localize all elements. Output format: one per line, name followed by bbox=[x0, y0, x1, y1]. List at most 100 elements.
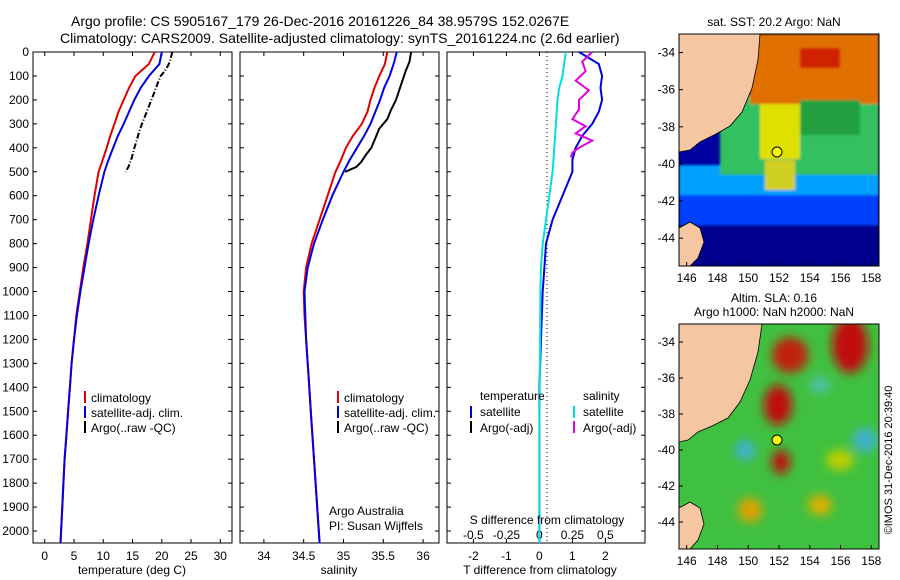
map-x-tick-label: 150 bbox=[738, 554, 758, 568]
difference-top-label: S difference from climatology bbox=[470, 513, 625, 527]
y-tick-label: 600 bbox=[9, 189, 29, 203]
y-tick-label: 1000 bbox=[2, 285, 29, 299]
sst-land-mass bbox=[679, 34, 761, 153]
map-x-tick-label: 148 bbox=[707, 271, 727, 285]
sla-map-title-2: Argo h1000: NaN h2000: NaN bbox=[694, 305, 854, 319]
map-y-tick-label: -36 bbox=[658, 83, 676, 97]
y-tick-label: 0 bbox=[22, 45, 29, 59]
legend-label-argo: Argo(..raw -QC) bbox=[344, 421, 429, 435]
sla-map-panel: Altim. SLA: 0.16 Argo h1000: NaN h2000: … bbox=[658, 291, 882, 568]
y-tick-label: 1300 bbox=[2, 356, 29, 370]
salinity-panel: 34 34.5 35 35.5 36 salinity climatology sate… bbox=[239, 51, 440, 577]
series-line bbox=[302, 51, 389, 544]
y-tick-label: 1700 bbox=[2, 452, 29, 466]
x-tick-label: 0 bbox=[41, 549, 48, 563]
map-x-tick-label: 152 bbox=[769, 271, 789, 285]
sla-cyan-1 bbox=[735, 440, 755, 460]
series-line bbox=[538, 51, 604, 543]
y-tick-label: 700 bbox=[9, 213, 29, 227]
sst-map-panel: sat. SST: 20.2 Argo: NaN 146 148 150 152 154… bbox=[658, 15, 882, 285]
sla-tasmania bbox=[679, 501, 705, 549]
sla-yellow-1 bbox=[826, 450, 854, 470]
map-x-tick-label: 150 bbox=[738, 271, 758, 285]
y-tick-label: 1200 bbox=[2, 332, 29, 346]
s-diff-tick-label: -0.25 bbox=[493, 528, 521, 542]
y-tick-label: 100 bbox=[9, 69, 29, 83]
sst-map-image bbox=[679, 34, 879, 266]
s-diff-tick-label: 0.5 bbox=[597, 528, 614, 542]
legend-label-s-satellite: satellite bbox=[583, 405, 624, 419]
sst-red-patch bbox=[800, 48, 840, 68]
series-line bbox=[124, 51, 174, 173]
sla-orange-2 bbox=[808, 495, 832, 515]
x-tick-label: 30 bbox=[214, 549, 228, 563]
y-tick-label: 1500 bbox=[2, 404, 29, 418]
legend-label-s-argo: Argo(-adj) bbox=[583, 421, 636, 435]
x-tick-label: 1 bbox=[569, 549, 576, 563]
sst-orange-zone bbox=[750, 34, 879, 104]
temperature-panel: 0100200300400500600700800900100011001200… bbox=[2, 45, 233, 577]
map-x-tick-label: 158 bbox=[861, 271, 881, 285]
s-diff-tick-label: 0.25 bbox=[561, 528, 585, 542]
difference-axes-frame bbox=[446, 51, 646, 544]
map-x-tick-label: 156 bbox=[831, 554, 851, 568]
sla-red-eddy-3 bbox=[764, 385, 792, 425]
credit-line-1: Argo Australia bbox=[329, 504, 404, 518]
difference-panel: -2 -1 0 1 2 -0.5 -0.25 0 0.25 0.5 T difference f… bbox=[446, 51, 646, 577]
map-x-tick-label: 148 bbox=[707, 554, 727, 568]
y-tick-label: 900 bbox=[9, 261, 29, 275]
sla-red-eddy-4 bbox=[772, 450, 790, 474]
x-tick-label: -2 bbox=[468, 549, 479, 563]
map-x-tick-label: 158 bbox=[861, 554, 881, 568]
y-tick-label: 800 bbox=[9, 237, 29, 251]
map-y-tick-label: -34 bbox=[658, 335, 676, 349]
map-x-tick-label: 146 bbox=[677, 554, 697, 568]
legend-title-salinity: salinity bbox=[583, 389, 620, 403]
y-tick-label: 500 bbox=[9, 165, 29, 179]
map-y-tick-label: -38 bbox=[658, 407, 676, 421]
header-line-2: Climatology: CARS2009. Satellite-adjuste… bbox=[60, 30, 620, 46]
sla-map-title-1: Altim. SLA: 0.16 bbox=[731, 291, 817, 305]
x-tick-label: 35 bbox=[337, 549, 351, 563]
temperature-axes-frame bbox=[32, 51, 233, 544]
map-y-tick-label: -38 bbox=[658, 120, 676, 134]
legend-label-satellite: satellite-adj. clim. bbox=[91, 406, 183, 420]
sst-blue-band bbox=[679, 190, 879, 225]
legend-label-t-argo: Argo(-adj) bbox=[480, 421, 533, 435]
legend-label-t-satellite: satellite bbox=[480, 405, 521, 419]
y-tick-label: 1800 bbox=[2, 476, 29, 490]
header-line-1: Argo profile: CS 5905167_179 26-Dec-2016… bbox=[71, 13, 569, 29]
y-tick-label: 200 bbox=[9, 93, 29, 107]
sla-cyan-2 bbox=[853, 428, 877, 452]
x-tick-label: 20 bbox=[155, 549, 169, 563]
temperature-xlabel: temperature (deg C) bbox=[78, 563, 186, 577]
difference-xlabel: T difference from climatology bbox=[463, 563, 617, 577]
series-line bbox=[303, 51, 398, 544]
y-tick-label: 1100 bbox=[3, 308, 29, 322]
series-line bbox=[344, 51, 413, 173]
map-y-tick-label: -40 bbox=[658, 157, 676, 171]
x-tick-label: 2 bbox=[602, 549, 609, 563]
series-line bbox=[59, 51, 163, 544]
series-line bbox=[538, 51, 567, 543]
y-tick-label: 300 bbox=[9, 117, 29, 131]
sst-argo-marker bbox=[771, 146, 783, 158]
map-y-tick-label: -34 bbox=[658, 46, 676, 60]
sla-argo-marker bbox=[771, 434, 783, 446]
sst-map-title: sat. SST: 20.2 Argo: NaN bbox=[707, 15, 840, 29]
x-tick-label: 34.5 bbox=[292, 549, 316, 563]
y-tick-label: 400 bbox=[9, 141, 29, 155]
x-tick-label: 25 bbox=[184, 549, 198, 563]
map-y-tick-label: -44 bbox=[658, 515, 676, 529]
s-diff-tick-label: -0.5 bbox=[463, 528, 484, 542]
series-line bbox=[569, 51, 595, 158]
salinity-axes-frame bbox=[239, 51, 440, 544]
credit-line-2: PI: Susan Wijffels bbox=[329, 519, 423, 533]
copyright-side-label: ©IMOS 31-Dec-2016 20:39:40 bbox=[883, 386, 895, 535]
sla-map-image bbox=[679, 324, 879, 549]
sst-tasmania bbox=[679, 221, 705, 266]
x-tick-label: 35.5 bbox=[372, 549, 396, 563]
map-y-tick-label: -44 bbox=[658, 231, 676, 245]
map-x-tick-label: 154 bbox=[800, 271, 820, 285]
x-tick-label: 34 bbox=[257, 549, 271, 563]
